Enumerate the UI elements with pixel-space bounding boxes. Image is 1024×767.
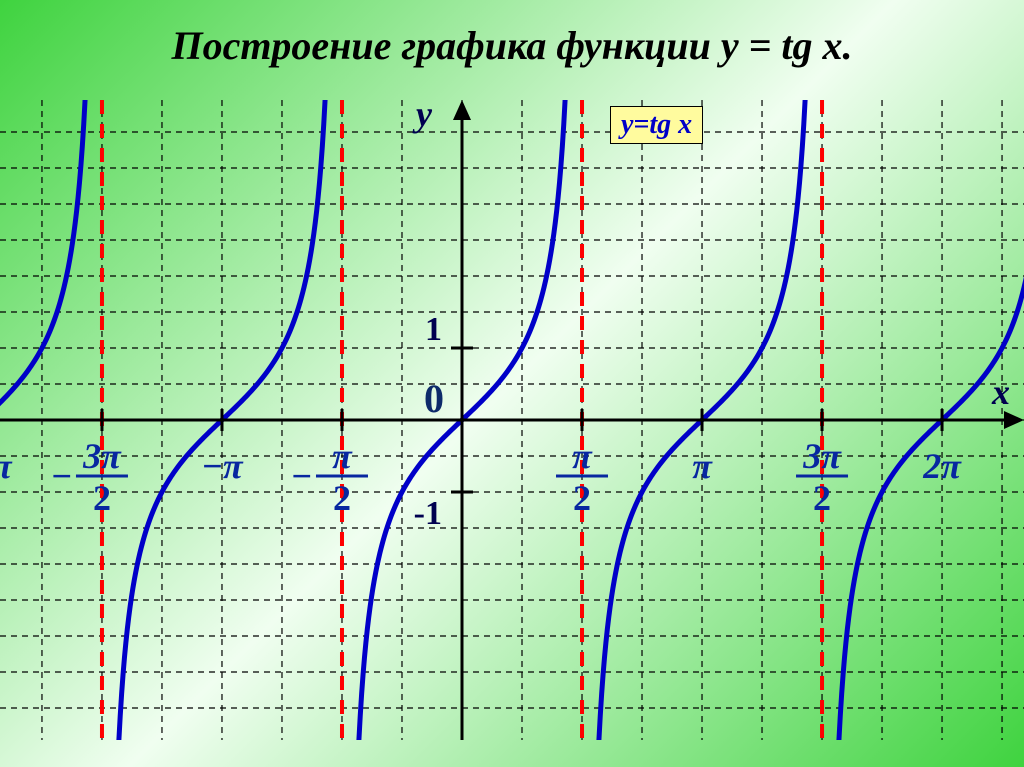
svg-text:y: y xyxy=(412,100,433,134)
svg-text:0: 0 xyxy=(424,376,444,421)
svg-text:2: 2 xyxy=(813,478,831,518)
chart-title: Построение графика функции y = tg x. xyxy=(0,22,1024,69)
svg-text:−: − xyxy=(291,456,312,496)
svg-text:π: π xyxy=(572,436,593,476)
svg-text:x: x xyxy=(991,372,1010,412)
svg-text:−: − xyxy=(51,456,72,496)
svg-text:2: 2 xyxy=(333,478,351,518)
svg-text:-1: -1 xyxy=(414,495,442,532)
svg-text:2π: 2π xyxy=(922,446,962,486)
svg-text:−2π: −2π xyxy=(0,446,13,486)
curve-label: y=tg x xyxy=(610,106,703,144)
svg-text:3π: 3π xyxy=(82,436,122,476)
svg-text:2: 2 xyxy=(573,478,591,518)
svg-text:2: 2 xyxy=(93,478,111,518)
svg-text:3π: 3π xyxy=(802,436,842,476)
svg-text:1: 1 xyxy=(425,311,442,348)
svg-text:π: π xyxy=(692,446,713,486)
svg-text:π: π xyxy=(332,436,353,476)
tangent-chart: yx01-1−2π−3π2−π−π2π2π3π22π xyxy=(0,100,1024,740)
svg-text:−π: −π xyxy=(201,446,244,486)
